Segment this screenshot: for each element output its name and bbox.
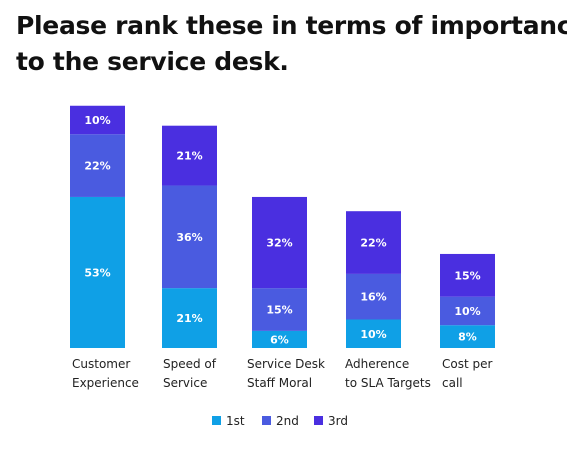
category-label: Cost per: [442, 357, 492, 371]
category-label: Experience: [72, 376, 139, 390]
bar-segment-2nd: [346, 273, 401, 320]
bar-segment-2nd: [252, 288, 307, 331]
value-label: 22%: [84, 160, 110, 173]
value-label: 15%: [454, 269, 480, 282]
value-label: 10%: [454, 305, 480, 318]
legend-label: 1st: [226, 414, 245, 428]
bar-segment-2nd: [70, 134, 125, 197]
bar-segment-1st: [440, 325, 495, 348]
category-label: Customer: [72, 357, 130, 371]
category-label: Staff Moral: [247, 376, 312, 390]
chart-title-line-2: to the service desk.: [16, 47, 289, 76]
bar-segment-3rd: [440, 253, 495, 297]
category-label: call: [442, 376, 463, 390]
legend-swatch: [212, 416, 221, 425]
value-label: 22%: [360, 237, 386, 250]
value-label: 15%: [266, 304, 292, 317]
bar-segment-3rd: [346, 211, 401, 274]
value-label: 16%: [360, 291, 386, 304]
value-label: 6%: [270, 333, 289, 346]
legend-label: 3rd: [328, 414, 348, 428]
chart-title: Please rank these in terms of importance…: [16, 8, 567, 80]
category-label: Speed of: [163, 357, 217, 371]
value-label: 21%: [176, 150, 202, 163]
bar-segment-2nd: [162, 185, 217, 289]
value-label: 53%: [84, 266, 110, 279]
value-label: 21%: [176, 312, 202, 325]
chart-title-line-1: Please rank these in terms of importance: [16, 11, 567, 40]
bar-segment-2nd: [440, 296, 495, 326]
legend-swatch: [262, 416, 271, 425]
value-label: 10%: [84, 114, 110, 127]
value-label: 8%: [458, 331, 477, 344]
category-label: to SLA Targets: [345, 376, 431, 390]
bar-segment-1st: [252, 330, 307, 348]
bar-segment-1st: [162, 288, 217, 348]
bar-segment-1st: [70, 196, 125, 348]
category-label: Service Desk: [247, 357, 325, 371]
category-label: Adherence: [345, 357, 409, 371]
legend-swatch: [314, 416, 323, 425]
bar-segment-3rd: [162, 125, 217, 186]
value-label: 32%: [266, 237, 292, 250]
value-label: 10%: [360, 328, 386, 341]
legend-label: 2nd: [276, 414, 299, 428]
bar-segment-1st: [346, 319, 401, 348]
bar-segment-3rd: [252, 196, 307, 289]
bar-segment-3rd: [70, 105, 125, 135]
value-label: 36%: [176, 231, 202, 244]
category-label: Service: [163, 376, 207, 390]
